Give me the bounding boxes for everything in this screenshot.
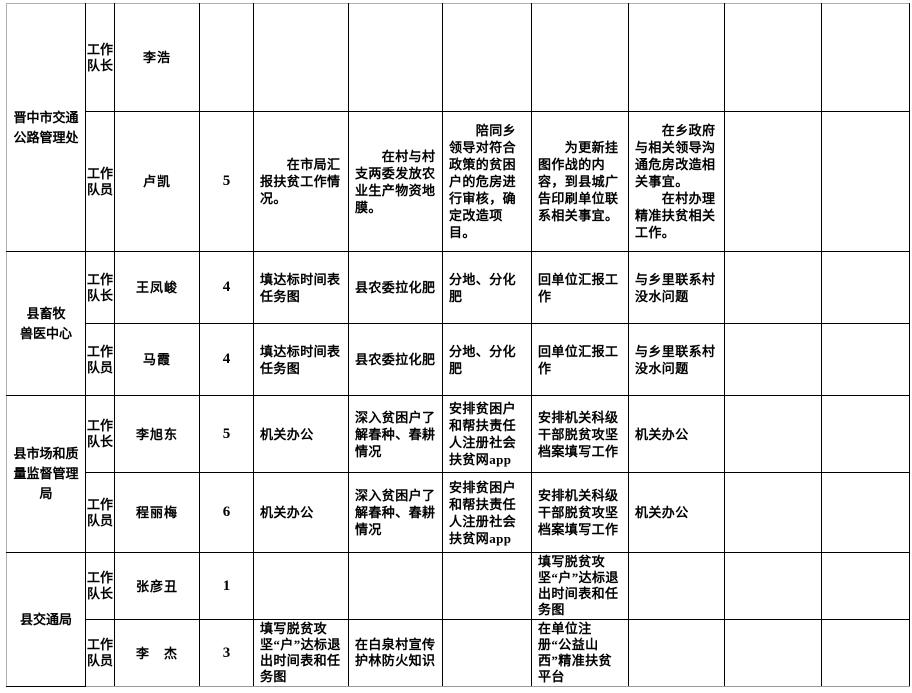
role-cell: 工作队长 [85,552,115,620]
empty-cell [821,472,910,553]
member-name-cell: 王凤峻 [114,251,200,324]
work-entry-cell: 填写脱贫攻坚“户”达标退出时间表和任务图 [253,619,349,687]
work-entry-cell: 为更新挂图作战的内容，到县城广告印刷单位联系相关事宜。 [531,111,629,252]
work-entry-cell: 与乡里联系村没水问题 [628,323,725,396]
work-entry-cell: 分地、分化肥 [442,323,532,396]
empty-cell [821,111,910,252]
work-entry-cell [628,552,725,620]
work-entry-cell: 在村与村支两委发放农业生产物资地膜。 [348,111,443,252]
work-entry-cell: 深入贫困户了解春种、春耕情况 [348,472,443,553]
empty-cell [821,323,910,396]
role-cell: 工作队员 [85,472,115,553]
role-cell: 工作队员 [85,111,115,252]
table-row: 工作队员 马霞 4 填达标时间表任务图 县农委拉化肥 分地、分化肥 回单位汇报工… [7,323,910,396]
work-entry-cell: 深入贫困户了解春种、春耕情况 [348,395,443,473]
member-name-cell: 卢凯 [114,111,200,252]
empty-cell [724,111,822,252]
empty-cell [724,251,822,324]
role-cell: 工作队员 [85,619,115,687]
work-entry-cell: 安排贫困户和帮扶责任人注册社会扶贫网app [442,472,532,553]
org-name-cell: 县市场和质 量监督管理局 [6,395,86,553]
work-entry-cell: 机关办公 [628,395,725,473]
work-entry-cell [442,552,532,620]
work-entry-cell: 安排机关科级干部脱贫攻坚档案填写工作 [531,395,629,473]
work-entry-cell: 与乡里联系村没水问题 [628,251,725,324]
table-row: 县市场和质 量监督管理局 工作队长 李旭东 5 机关办公 深入贫困户了解春种、春… [6,395,910,553]
work-entry-cell: 机关办公 [253,395,349,473]
table-row: 晋中市交通 公路管理处 工作队长 李浩 [6,3,910,252]
work-entry-cell: 在市局汇报扶贫工作情况。 [253,111,349,252]
days-count-cell: 4 [199,251,254,324]
work-entry-cell: 回单位汇报工作 [531,251,629,324]
table-row: 县畜牧 兽医中心 工作队长 王凤峻 4 填达标时间表任务图 县农委拉化肥 分地、… [6,251,910,396]
org-name-cell: 晋中市交通 公路管理处 [6,3,86,252]
member-name-cell: 李 杰 [114,619,200,687]
empty-cell [821,619,910,687]
days-count-cell: 6 [199,472,254,553]
member-name-cell: 张彦丑 [114,552,200,620]
table-row: 工作队员 李 杰 3 填写脱贫攻坚“户”达标退出时间表和任务图 在白泉村宣传护林… [7,619,910,687]
role-cell: 工作队长 [85,251,115,324]
table-row: 县交通局 工作队长 张彦丑 1 填写脱贫攻坚“户”达标退出时间表和任务图 [6,552,910,687]
work-entry-cell: 安排机关科级干部脱贫攻坚档案填写工作 [531,472,629,553]
days-count-cell: 5 [199,395,254,473]
days-count-cell: 5 [199,111,254,252]
empty-cell [821,251,910,324]
work-entry-cell: 填写脱贫攻坚“户”达标退出时间表和任务图 [531,552,629,620]
work-entry-cell [348,3,443,112]
role-cell: 工作队长 [85,3,115,112]
days-count-cell: 4 [199,323,254,396]
work-entry-cell: 县农委拉化肥 [348,251,443,324]
empty-cell [724,323,822,396]
work-entry-cell [348,552,443,620]
days-count-cell: 3 [199,619,254,687]
empty-cell [724,552,822,620]
work-log-table: 晋中市交通 公路管理处 工作队长 李浩 工作队员 卢凯 5 在市局汇报扶贫工作情… [6,3,910,687]
role-cell: 工作队员 [85,323,115,396]
work-entry-cell: 填达标时间表任务图 [253,251,349,324]
work-entry-cell [442,3,532,112]
work-entry-cell: 安排贫困户和帮扶责任人注册社会扶贫网app [442,395,532,473]
work-entry-cell: 填达标时间表任务图 [253,323,349,396]
work-entry-cell: 县农委拉化肥 [348,323,443,396]
work-entry-cell: 在乡政府与相关领导沟通危房改造相关事宜。 在村办理精准扶贫相关工作。 [628,111,725,252]
work-entry-cell [628,619,725,687]
empty-cell [821,395,910,473]
table-row: 工作队员 程丽梅 6 机关办公 深入贫困户了解春种、春耕情况 安排贫困户和帮扶责… [7,472,910,553]
empty-cell [724,619,822,687]
days-count-cell [199,3,254,112]
empty-cell [821,552,910,620]
org-name-cell: 县交通局 [6,552,86,687]
member-name-cell: 李旭东 [114,395,200,473]
work-entry-cell [442,619,532,687]
work-entry-cell [531,3,629,112]
work-entry-cell: 分地、分化肥 [442,251,532,324]
work-entry-cell [628,3,725,112]
work-entry-cell: 在白泉村宣传护林防火知识 [348,619,443,687]
empty-cell [724,395,822,473]
member-name-cell: 程丽梅 [114,472,200,553]
empty-cell [821,3,910,112]
org-name-cell: 县畜牧 兽医中心 [6,251,86,396]
work-entry-cell [253,552,349,620]
work-entry-cell: 在单位注册“公益山西”精准扶贫平台 [531,619,629,687]
table-row: 工作队员 卢凯 5 在市局汇报扶贫工作情况。 在村与村支两委发放农业生产物资地膜… [7,111,910,252]
days-count-cell: 1 [199,552,254,620]
work-entry-cell [253,3,349,112]
empty-cell [724,3,822,112]
role-cell: 工作队长 [85,395,115,473]
member-name-cell: 李浩 [114,3,200,112]
empty-cell [724,472,822,553]
member-name-cell: 马霞 [114,323,200,396]
work-entry-cell: 陪同乡领导对符合政策的贫困户的危房进行审核，确定改造项目。 [442,111,532,252]
work-entry-cell: 回单位汇报工作 [531,323,629,396]
work-entry-cell: 机关办公 [628,472,725,553]
work-entry-cell: 机关办公 [253,472,349,553]
